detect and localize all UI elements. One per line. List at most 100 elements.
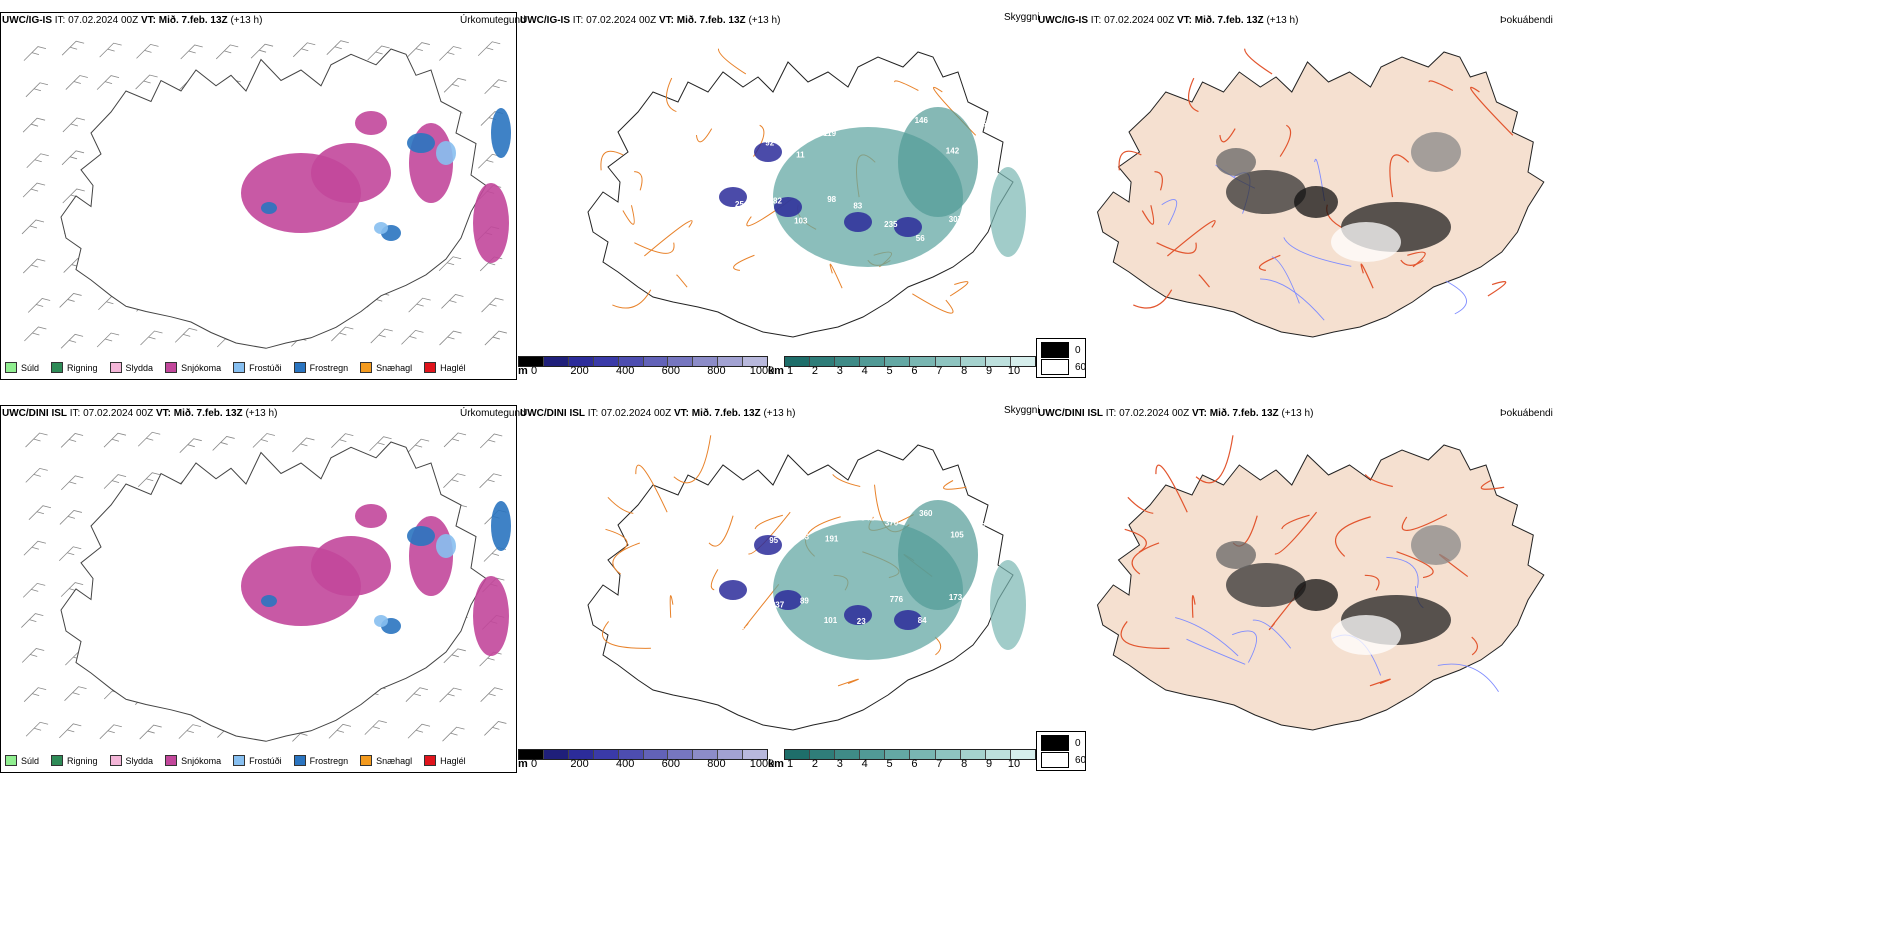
cloud-base-area bbox=[774, 590, 802, 610]
legend-swatch bbox=[51, 362, 64, 373]
colorbar-segment bbox=[860, 750, 886, 759]
legend-item: Rigning bbox=[51, 755, 98, 766]
wind-barb bbox=[103, 474, 127, 489]
precip-panel-top: Súld Rigning Slydda Snjókoma Frostúði Frostre… bbox=[0, 12, 517, 380]
colorbar-tick: 1000 bbox=[749, 365, 775, 377]
wind-barb bbox=[26, 153, 49, 169]
snow-area bbox=[311, 143, 391, 203]
visibility-value-label: 95 bbox=[769, 536, 778, 545]
legend-swatch bbox=[51, 755, 64, 766]
colorbar-tick: 10 bbox=[1007, 365, 1021, 377]
wind-barb bbox=[96, 75, 120, 90]
river-line bbox=[1283, 237, 1352, 267]
river-line bbox=[1175, 617, 1239, 657]
wind-barb bbox=[407, 42, 430, 57]
wind-barb bbox=[135, 74, 158, 90]
colorbar-tick: 400 bbox=[616, 365, 635, 377]
road-line bbox=[602, 621, 651, 649]
legend-item: Snjókoma bbox=[165, 755, 221, 766]
legend-item: Súld bbox=[5, 362, 39, 373]
wind-barb bbox=[326, 40, 349, 55]
road-line bbox=[622, 205, 635, 225]
legend-item: Slydda bbox=[109, 362, 153, 373]
legend-label: Slydda bbox=[125, 755, 154, 766]
colorbar-segment bbox=[643, 750, 669, 759]
snow-area bbox=[473, 183, 509, 263]
vis-unit: km bbox=[768, 365, 784, 377]
wind-barb bbox=[477, 41, 501, 57]
title-fog-top: Þokuábendi bbox=[1500, 15, 1553, 26]
road-line bbox=[1480, 479, 1505, 490]
river-line bbox=[1186, 638, 1246, 665]
colorbar-tick: 400 bbox=[616, 758, 635, 770]
wind-barb bbox=[480, 687, 503, 702]
cloud-base-area bbox=[719, 580, 747, 600]
height-unit: m bbox=[518, 758, 528, 770]
cloud-base-area bbox=[774, 197, 802, 217]
visibility-value-label: 89 bbox=[800, 596, 809, 605]
wind-barb bbox=[438, 256, 462, 272]
wind-barb bbox=[367, 45, 390, 61]
wind-barb bbox=[484, 79, 507, 95]
visibility-value-label: 307 bbox=[949, 215, 963, 224]
road-line bbox=[1401, 514, 1448, 531]
legend-swatch bbox=[424, 755, 437, 766]
road-line bbox=[708, 515, 734, 547]
wind-barb bbox=[328, 723, 352, 739]
road-line bbox=[1428, 80, 1454, 92]
river-line bbox=[1232, 630, 1257, 663]
wind-barb bbox=[441, 294, 464, 309]
colorbar-segment bbox=[618, 750, 644, 759]
freezing-rain-area bbox=[261, 595, 277, 607]
fog-index-area bbox=[1331, 222, 1401, 262]
cloud-base-area bbox=[894, 610, 922, 630]
visibility-value-label: 98 bbox=[977, 522, 986, 531]
fog-map-top bbox=[1096, 48, 1545, 338]
visibility-value-label: 142 bbox=[946, 146, 960, 155]
header-visibility-top: UWC/IG-IS IT: 07.02.2024 00Z VT: Mið. 7.… bbox=[520, 15, 781, 26]
road-line bbox=[1364, 474, 1393, 488]
fog-map-bottom bbox=[1096, 435, 1545, 731]
fog-legend-swatch bbox=[1041, 359, 1069, 375]
snow-area bbox=[355, 504, 387, 528]
wind-barb bbox=[96, 332, 120, 348]
colorbar-tick: 200 bbox=[570, 758, 589, 770]
road-line bbox=[612, 542, 640, 575]
visibility-value-label: 98 bbox=[827, 195, 836, 204]
wind-barb bbox=[331, 326, 354, 342]
wind-barb bbox=[60, 333, 84, 349]
wind-barb bbox=[443, 77, 467, 93]
wind-barb bbox=[292, 437, 315, 453]
legend-swatch bbox=[165, 362, 178, 373]
legend-label: Haglél bbox=[440, 362, 466, 373]
legend-label: Frostúði bbox=[249, 755, 282, 766]
visibility-value-label: 341 bbox=[861, 513, 875, 522]
colorbar-segment bbox=[910, 750, 936, 759]
legend-swatch bbox=[5, 755, 17, 766]
freezing-rain-area bbox=[407, 133, 435, 153]
freezing-rain-area bbox=[407, 526, 435, 546]
colorbar-tick: 7 bbox=[936, 365, 943, 377]
legend-item: Snæhagl bbox=[360, 362, 412, 373]
fog-index-area bbox=[1411, 132, 1461, 172]
road-line bbox=[1118, 150, 1142, 171]
wind-barb bbox=[370, 328, 393, 344]
snow-area bbox=[473, 576, 509, 656]
colorbar-tick: 3 bbox=[836, 365, 843, 377]
road-line bbox=[894, 80, 919, 91]
visibility-value-label: 240 bbox=[858, 118, 872, 127]
colorbar-tick: 1000 bbox=[749, 758, 775, 770]
wind-barb bbox=[479, 433, 503, 449]
road-line bbox=[742, 583, 780, 630]
wind-barb bbox=[215, 44, 239, 60]
visibility-value-label: 173 bbox=[949, 593, 963, 602]
wind-barb bbox=[180, 44, 203, 60]
legend-item: Snæhagl bbox=[360, 755, 412, 766]
visibility-value-label: 103 bbox=[794, 217, 808, 226]
colorbar-segment bbox=[885, 357, 911, 366]
wind-barb bbox=[22, 117, 46, 133]
height-colorbar-strip bbox=[518, 749, 768, 760]
river-line bbox=[1445, 280, 1467, 315]
visibility-panel-bottom: 82 95 93 191 341 370 360 105 98 521 837 89 101 23 776 8… bbox=[518, 405, 1035, 773]
wind-barb bbox=[137, 431, 161, 447]
